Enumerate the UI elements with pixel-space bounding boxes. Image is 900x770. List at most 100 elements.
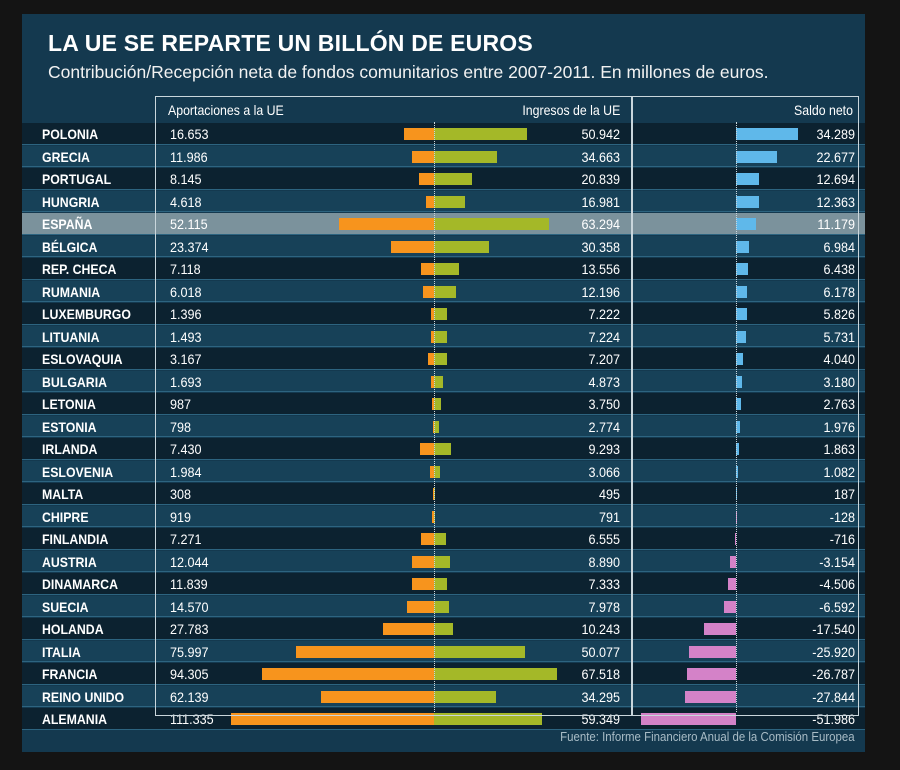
net-positive-bar bbox=[736, 308, 747, 320]
table-row: RUMANIA 6.018 12.196 6.178 bbox=[22, 280, 865, 302]
country-label: LUXEMBURGO bbox=[42, 306, 131, 322]
net-balance-value: 1.863 bbox=[823, 441, 855, 457]
net-positive-bar bbox=[736, 263, 748, 275]
country-label: REINO UNIDO bbox=[42, 688, 125, 705]
receipt-value: 34.663 bbox=[581, 148, 620, 165]
receipt-bar bbox=[434, 218, 550, 230]
receipt-bar bbox=[434, 375, 443, 388]
contribution-bar bbox=[262, 668, 434, 680]
net-balance-value: -128 bbox=[829, 508, 855, 525]
table-row: FINLANDIA 7.271 6.555 -716 bbox=[22, 528, 865, 550]
net-balance-value: 5.731 bbox=[823, 328, 855, 345]
net-positive-bar bbox=[736, 420, 740, 433]
net-negative-bar bbox=[687, 668, 736, 680]
contribution-bar bbox=[231, 713, 434, 725]
receipt-value: 7.333 bbox=[588, 576, 620, 592]
receipt-bar bbox=[434, 263, 459, 275]
net-balance-value: 2.763 bbox=[823, 396, 855, 412]
receipt-value: 7.224 bbox=[588, 328, 620, 345]
contribution-value: 7.430 bbox=[170, 441, 202, 457]
frame-net bbox=[631, 96, 859, 716]
source-note: Fuente: Informe Financiero Anual de la C… bbox=[560, 729, 855, 744]
country-label: HUNGRIA bbox=[42, 193, 100, 210]
net-positive-bar bbox=[736, 218, 757, 230]
net-negative-bar bbox=[734, 533, 736, 545]
receipt-bar bbox=[434, 353, 448, 365]
net-balance-value: -26.787 bbox=[812, 666, 855, 682]
receipt-bar bbox=[434, 465, 440, 478]
receipt-value: 12.196 bbox=[581, 283, 620, 300]
zero-axis-net bbox=[736, 122, 737, 712]
contribution-bar bbox=[391, 240, 434, 253]
net-positive-bar bbox=[736, 240, 749, 253]
country-label: HOLANDA bbox=[42, 621, 104, 637]
country-label: PORTUGAL bbox=[42, 171, 112, 187]
chart-title: LA UE SE REPARTE UN BILLÓN DE EUROS bbox=[48, 30, 533, 56]
country-label: FRANCIA bbox=[42, 666, 98, 682]
receipt-value: 10.243 bbox=[581, 621, 620, 637]
contribution-value: 3.167 bbox=[170, 351, 202, 367]
net-balance-value: -25.920 bbox=[812, 643, 855, 660]
contribution-bar bbox=[431, 330, 434, 343]
contribution-bar bbox=[383, 623, 434, 635]
net-balance-value: 5.826 bbox=[823, 306, 855, 322]
receipt-bar bbox=[434, 623, 453, 635]
table-row: POLONIA 16.653 50.942 34.289 bbox=[22, 123, 865, 145]
net-balance-value: -6.592 bbox=[819, 598, 855, 615]
net-positive-bar bbox=[736, 330, 747, 343]
table-row: ESLOVENIA 1.984 3.066 1.082 bbox=[22, 460, 865, 482]
contribution-value: 52.115 bbox=[170, 216, 208, 232]
contribution-bar bbox=[423, 285, 434, 298]
receipt-value: 7.207 bbox=[588, 351, 620, 367]
receipt-value: 7.222 bbox=[588, 306, 620, 322]
contribution-value: 798 bbox=[170, 418, 192, 435]
receipt-bar bbox=[434, 443, 451, 455]
table-row: ESTONIA 798 2.774 1.976 bbox=[22, 415, 865, 437]
header-net-balance: Saldo neto bbox=[794, 102, 853, 118]
table-row: GRECIA 11.986 34.663 22.677 bbox=[22, 145, 865, 167]
contribution-value: 94.305 bbox=[170, 666, 209, 682]
contribution-value: 12.044 bbox=[170, 553, 209, 570]
contribution-value: 7.118 bbox=[170, 261, 201, 277]
net-balance-value: 1.082 bbox=[823, 463, 855, 480]
receipt-bar bbox=[434, 645, 526, 658]
net-negative-bar bbox=[727, 578, 736, 590]
contribution-bar bbox=[428, 353, 434, 365]
country-label: LITUANIA bbox=[42, 328, 100, 345]
contribution-value: 1.493 bbox=[170, 328, 202, 345]
contribution-bar bbox=[420, 443, 434, 455]
receipt-value: 63.294 bbox=[581, 216, 620, 232]
contribution-bar bbox=[420, 533, 434, 545]
contribution-value: 27.783 bbox=[170, 621, 209, 637]
net-positive-bar bbox=[736, 353, 744, 365]
net-positive-bar bbox=[736, 195, 759, 208]
table-row: SUECIA 14.570 7.978 -6.592 bbox=[22, 595, 865, 617]
receipt-bar bbox=[434, 690, 497, 703]
table-row: LETONIA 987 3.750 2.763 bbox=[22, 393, 865, 415]
receipt-bar bbox=[434, 330, 448, 343]
contribution-bar bbox=[432, 510, 434, 523]
country-label: LETONIA bbox=[42, 396, 96, 412]
net-balance-value: 4.040 bbox=[823, 351, 855, 367]
frame-contrib-receipt bbox=[155, 96, 633, 716]
country-label: BULGARIA bbox=[42, 373, 108, 390]
contribution-bar bbox=[431, 308, 434, 320]
net-balance-value: 12.694 bbox=[816, 171, 855, 187]
table-row: PORTUGAL 8.145 20.839 12.694 bbox=[22, 168, 865, 190]
country-label: FINLANDIA bbox=[42, 531, 109, 547]
receipt-bar bbox=[434, 398, 441, 410]
chart-subtitle: Contribución/Recepción neta de fondos co… bbox=[48, 62, 769, 82]
contribution-bar bbox=[339, 218, 434, 230]
net-balance-value: -3.154 bbox=[819, 553, 855, 570]
net-balance-value: -17.540 bbox=[812, 621, 855, 637]
receipt-value: 50.942 bbox=[581, 126, 620, 142]
table-row: BÉLGICA 23.374 30.358 6.984 bbox=[22, 235, 865, 257]
contribution-bar bbox=[412, 555, 434, 568]
net-positive-bar bbox=[736, 150, 778, 163]
contribution-bar bbox=[430, 465, 434, 478]
contribution-value: 987 bbox=[170, 396, 192, 412]
contribution-value: 1.693 bbox=[170, 373, 202, 390]
receipt-bar bbox=[434, 420, 440, 433]
net-balance-value: -27.844 bbox=[812, 688, 855, 705]
receipt-bar bbox=[434, 173, 472, 185]
